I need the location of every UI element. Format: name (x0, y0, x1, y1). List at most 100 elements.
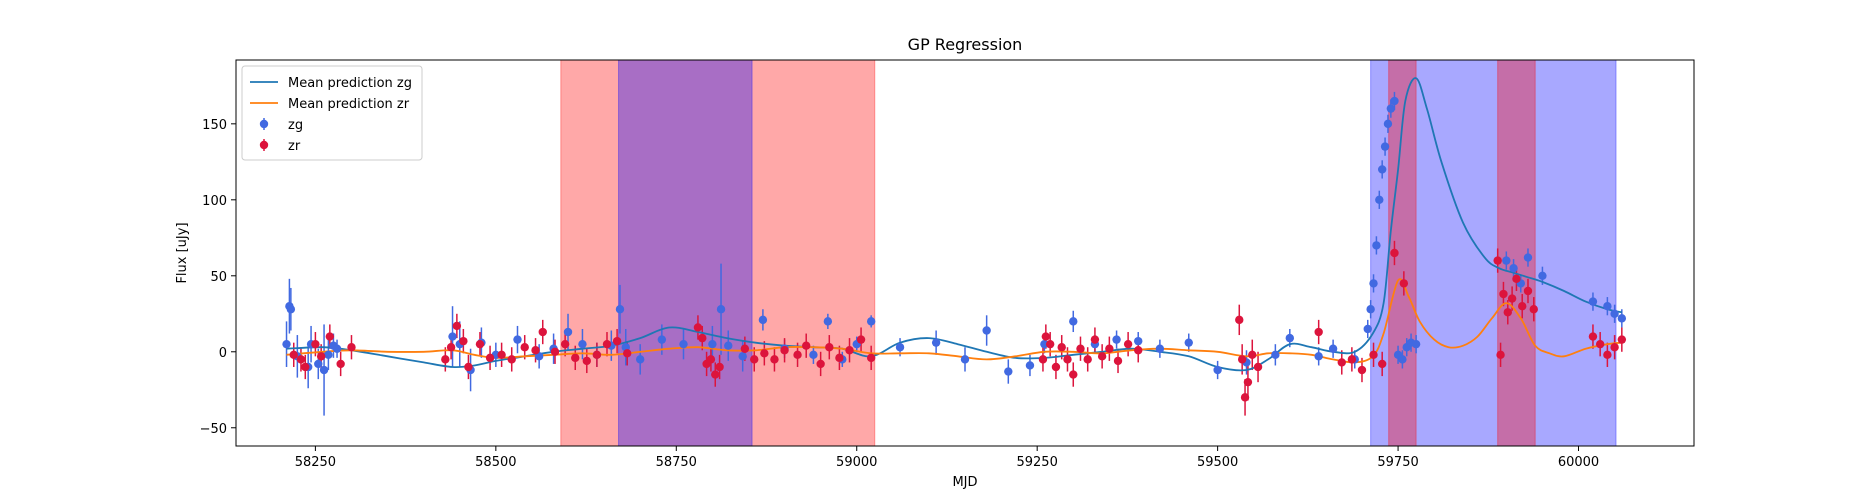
x-tick-label: 59000 (836, 455, 877, 470)
point-zg (319, 365, 329, 375)
point-zg (982, 326, 991, 335)
point-zg (823, 317, 833, 326)
point-zr (1529, 305, 1538, 314)
point-zr (740, 344, 750, 353)
point-zg (724, 341, 733, 350)
point-zr (464, 362, 473, 372)
point-zr (693, 323, 703, 332)
point-zr (1243, 377, 1253, 387)
point-zg (1588, 297, 1598, 306)
point-zg (1377, 165, 1387, 174)
point-zr (1588, 332, 1598, 341)
point-zg (1386, 104, 1396, 113)
point-zg (1523, 253, 1533, 262)
point-zr (602, 339, 612, 349)
point-zg (895, 343, 905, 352)
point-zg (1112, 335, 1121, 344)
y-tick-label: 100 (202, 194, 227, 209)
point-zg (1372, 241, 1381, 250)
shaded-region-zg-1 (618, 59, 753, 447)
point-zr (856, 335, 866, 344)
point-zg (738, 352, 747, 361)
point-zr (289, 350, 298, 360)
point-zg (1184, 338, 1193, 347)
point-zr (612, 336, 622, 346)
point-zr (1603, 350, 1612, 360)
point-zr (507, 355, 516, 364)
point-zr (1076, 344, 1085, 353)
line-mean-prediction-zg (286, 77, 1622, 372)
point-zr (1610, 343, 1619, 352)
point-zg (1069, 317, 1078, 326)
point-zg (1383, 119, 1393, 129)
point-zr (1045, 339, 1055, 349)
point-zg (282, 339, 291, 349)
y-tick-label: 150 (202, 118, 227, 133)
point-zr (485, 353, 495, 363)
point-zr (296, 355, 306, 364)
point-zr (311, 339, 320, 349)
legend-box (241, 65, 423, 161)
point-zr (770, 355, 779, 364)
point-zr (1399, 279, 1409, 288)
point-zr (1314, 327, 1323, 337)
point-zg (578, 339, 587, 349)
point-zr (531, 346, 540, 355)
point-zg (635, 355, 645, 364)
point-zg (679, 339, 688, 349)
point-zr (698, 333, 707, 343)
point-zr (706, 355, 716, 364)
plot-frame (235, 59, 1695, 447)
x-axis-label: MJD (952, 475, 977, 490)
point-zg (1411, 339, 1421, 349)
point-zg (1617, 314, 1627, 323)
point-zr (715, 362, 724, 372)
point-zr (1496, 350, 1505, 360)
point-zg (1363, 324, 1372, 334)
point-zg (758, 315, 768, 325)
point-zr (802, 341, 811, 350)
point-zr (816, 359, 825, 369)
point-zr (1357, 365, 1367, 375)
point-zg (1398, 355, 1407, 364)
legend-label: Mean prediction zr (288, 97, 410, 112)
point-zg (960, 355, 970, 364)
point-zg (332, 344, 342, 353)
point-zg (324, 350, 333, 360)
point-zg (1285, 333, 1295, 343)
x-tick-label: 58750 (656, 455, 697, 470)
point-zr (550, 347, 560, 356)
point-zg (1502, 256, 1511, 265)
point-zr (347, 343, 356, 352)
point-zr (301, 362, 310, 372)
point-zr (1097, 352, 1107, 361)
legend-swatch-point (259, 119, 269, 129)
point-zr (1595, 339, 1605, 349)
point-zr (1512, 274, 1521, 284)
point-zr (592, 350, 602, 360)
point-zr (1369, 350, 1378, 360)
x-tick-label: 59750 (1377, 455, 1418, 470)
point-zr (1063, 355, 1072, 364)
point-zg (809, 350, 818, 360)
point-zr (845, 346, 854, 355)
point-zr (446, 343, 456, 352)
y-tick-label: −50 (200, 422, 227, 437)
y-tick-label: 50 (210, 270, 227, 285)
data-points (282, 96, 1627, 402)
point-zr (475, 339, 485, 349)
point-zr (780, 346, 789, 355)
point-zr (1518, 301, 1527, 311)
x-tick-label: 58500 (475, 455, 516, 470)
point-zr (1123, 339, 1133, 349)
point-zg (513, 335, 522, 344)
point-zr (1248, 350, 1257, 360)
point-zr (1235, 315, 1244, 325)
point-zg (1213, 365, 1222, 375)
point-zg (1366, 305, 1375, 314)
point-zr (1134, 346, 1143, 355)
point-zg (1380, 142, 1390, 151)
legend-swatch-point (259, 140, 269, 150)
point-zr (1113, 356, 1123, 366)
point-zr (1507, 294, 1517, 303)
